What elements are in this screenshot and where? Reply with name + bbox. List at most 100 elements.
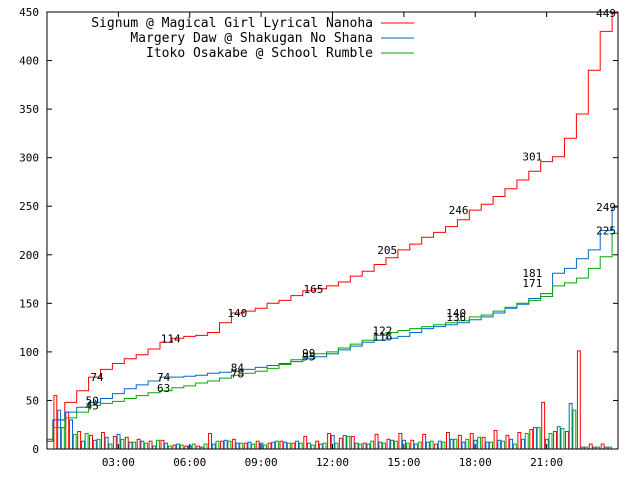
bar-0-18 [267,442,272,450]
bar-0-2 [77,431,82,450]
bar-2-16 [251,443,256,450]
bar-2-41 [548,433,553,450]
data-label-1: 114 [161,332,181,345]
bar-0-22 [315,440,320,450]
bar-0-30 [410,439,415,450]
bar-0-29 [398,433,403,450]
bar-2-4 [108,443,113,450]
y-tick-label-2: 100 [19,346,39,359]
bar-1-27 [378,441,383,450]
bar-2-7 [144,442,149,450]
bar-2-30 [417,441,422,450]
labels-layer: 74 114 140 165 205 246 301 449 50 74 84 99 116 140 181… [86,7,616,412]
bar-2-32 [441,441,446,450]
bar-1-10 [176,443,181,450]
y-tick-label-8: 400 [19,55,39,68]
bar-2-19 [286,442,291,450]
data-label-2: 140 [227,307,247,320]
bar-0-10 [172,444,177,450]
bar-0-25 [350,435,355,450]
data-label-8: 50 [86,394,99,407]
bar-2-6 [132,441,137,450]
bar-2-11 [191,443,196,450]
bar-2-28 [394,440,398,450]
data-label-23: 225 [596,225,616,238]
y-tick-label-3: 150 [19,297,39,310]
bar-1-39 [521,438,525,450]
bar-2-29 [405,442,410,450]
x-tick-label-1: 06:00 [173,456,206,469]
bar-0-35 [469,433,474,450]
bar-0-13 [208,433,213,450]
bar-0-45 [588,443,593,450]
bar-0-14 [220,440,224,450]
bar-0-39 [517,432,522,450]
bar-2-14 [227,440,232,450]
bar-0-6 [124,436,129,450]
bar-2-22 [322,442,327,450]
bar-0-33 [446,432,450,450]
bar-1-42 [556,426,561,450]
bar-2-1 [72,433,77,450]
data-label-18: 78 [231,367,244,380]
bar-0-3 [89,434,93,450]
bar-0-44 [576,350,581,450]
y-tick-label-6: 300 [19,152,39,165]
bar-1-18 [271,441,276,450]
bar-0-28 [386,438,391,450]
y-tick-label-5: 250 [19,200,39,213]
data-label-4: 205 [377,244,397,257]
bar-1-14 [223,439,228,450]
bar-2-21 [310,444,315,450]
bar-2-38 [512,443,517,450]
bar-1-9 [164,442,169,450]
x-tick-label-4: 15:00 [387,456,420,469]
bar-0-20 [291,442,296,450]
bar-2-33 [453,438,458,450]
bar-2-37 [501,440,505,450]
bar-2-31 [429,440,434,450]
bar-2-3 [96,438,101,450]
bar-2-5 [120,438,125,450]
legend-label-1: Margery Daw @ Shakugan No Shana [130,31,373,46]
data-label-22: 171 [522,277,542,290]
legend-label-0: Signum @ Magical Girl Lyrical Nanoha [91,16,373,31]
bar-1-15 [235,442,240,450]
data-label-13: 140 [446,307,466,320]
bar-0-21 [303,435,308,450]
bar-0-5 [112,435,117,450]
bar-1-13 [211,443,216,450]
bar-0-4 [101,432,105,450]
bar-0-34 [457,434,462,450]
bar-1-22 [318,443,323,450]
bar-2-43 [572,409,577,450]
bar-1-0 [57,409,62,450]
bar-1-38 [509,438,514,450]
bar-2-24 [346,435,351,450]
bar-2-42 [560,428,565,450]
y-tick-label-7: 350 [19,103,39,116]
plot-frame [46,11,619,450]
bar-0-19 [279,440,284,450]
bar-0-26 [362,442,367,450]
data-label-19: 95 [302,351,315,364]
bar-2-8 [156,439,160,450]
y-tick-label-1: 50 [26,394,39,407]
bar-0-9 [160,439,165,450]
bar-1-36 [485,441,490,450]
bar-1-40 [533,427,537,450]
bar-1-25 [354,442,359,450]
y-tick-label-9: 450 [19,6,39,19]
data-label-17: 63 [157,382,170,395]
x-tick-label-2: 09:00 [245,456,278,469]
bar-1-33 [449,438,454,450]
bar-0-40 [529,429,534,450]
bar-2-15 [239,442,244,450]
x-tick-label-6: 21:00 [530,456,563,469]
bar-2-12 [203,443,208,450]
bar-2-23 [334,442,339,450]
bar-1-24 [342,434,347,450]
bar-0-17 [255,440,260,450]
bar-0-16 [243,442,248,450]
series-line-0 [47,12,618,440]
